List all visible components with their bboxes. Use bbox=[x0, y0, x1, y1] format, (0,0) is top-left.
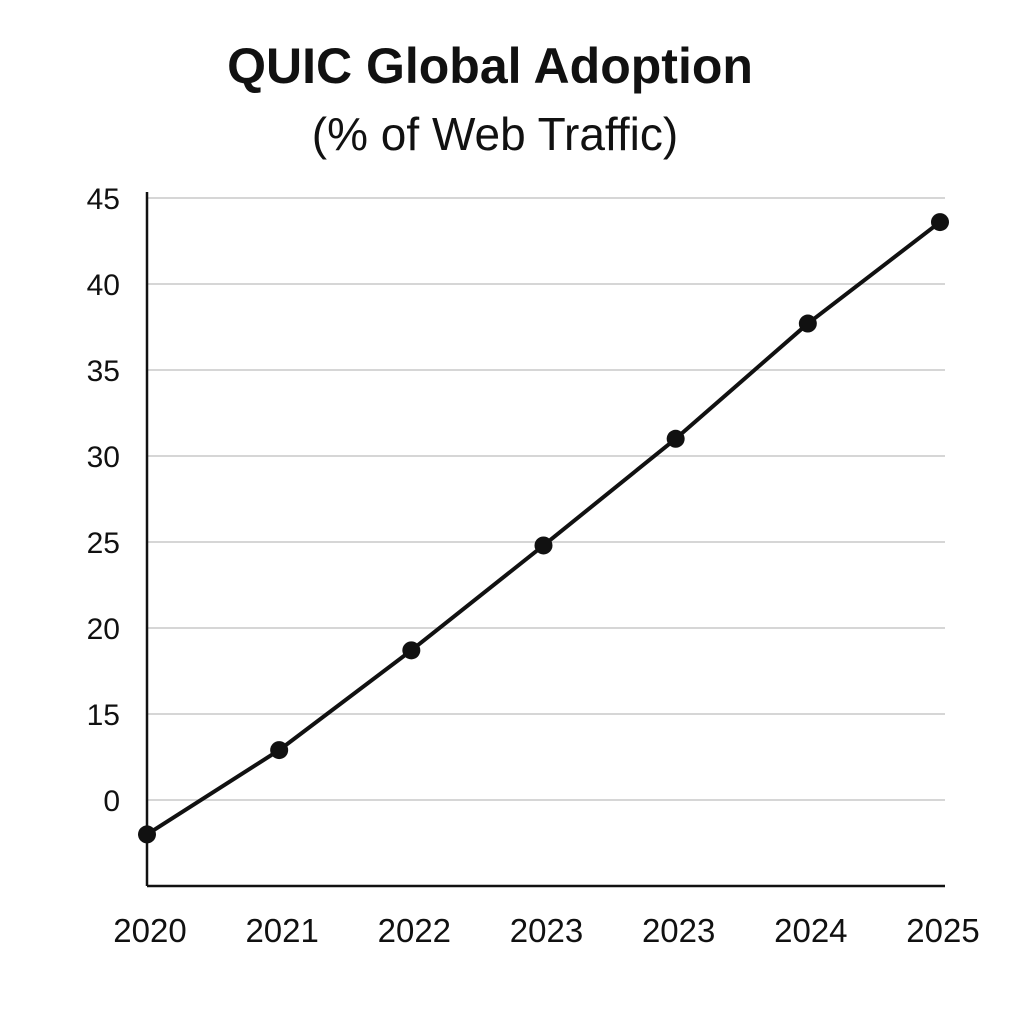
x-tick-label: 2022 bbox=[378, 912, 451, 949]
grid-lines bbox=[147, 197, 945, 801]
data-point bbox=[402, 641, 421, 660]
data-point bbox=[666, 429, 685, 448]
data-point bbox=[534, 536, 553, 555]
y-tick-label: 25 bbox=[87, 527, 120, 560]
series-line bbox=[138, 213, 949, 844]
series-path bbox=[145, 220, 942, 837]
x-tick-label: 2024 bbox=[774, 912, 847, 949]
y-tick-label: 20 bbox=[87, 613, 120, 646]
chart-title: QUIC Global Adoption bbox=[227, 38, 753, 94]
y-axis-ticks: 45 40 35 30 25 20 15 0 bbox=[87, 183, 120, 818]
x-tick-label: 2023 bbox=[510, 912, 583, 949]
x-tick-label: 2021 bbox=[245, 912, 318, 949]
data-point bbox=[270, 741, 289, 760]
x-tick-label: 2025 bbox=[906, 912, 979, 949]
y-tick-label: 30 bbox=[87, 441, 120, 474]
data-point bbox=[798, 314, 817, 333]
y-tick-label: 40 bbox=[87, 269, 120, 302]
data-point bbox=[138, 825, 156, 844]
data-point bbox=[931, 213, 949, 232]
x-tick-label: 2020 bbox=[113, 912, 186, 949]
x-axis-ticks: 2020 2021 2022 2023 2023 2024 2025 bbox=[113, 912, 979, 949]
y-tick-label: 45 bbox=[87, 183, 120, 216]
chart-subtitle: (% of Web Traffic) bbox=[312, 108, 678, 160]
y-tick-label: 35 bbox=[87, 355, 120, 388]
y-tick-label: 0 bbox=[103, 785, 120, 818]
y-tick-label: 15 bbox=[87, 699, 120, 732]
x-tick-label: 2023 bbox=[642, 912, 715, 949]
